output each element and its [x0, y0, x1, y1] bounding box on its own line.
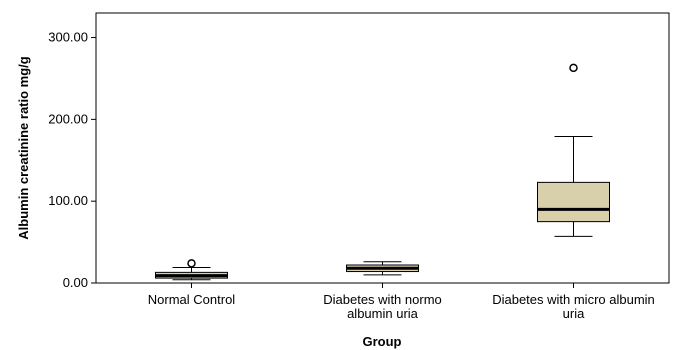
- x-category-label: albumin uria: [347, 306, 419, 321]
- box-group: [155, 259, 228, 281]
- box-group: [537, 63, 610, 237]
- outlier-point: [187, 259, 196, 268]
- x-category-label: Normal Control: [148, 292, 236, 307]
- y-tick-label: 0.00: [63, 275, 88, 290]
- plot-area: [95, 12, 670, 284]
- y-tick-label: 100.00: [48, 193, 88, 208]
- x-category-label: Diabetes with micro albumin: [492, 292, 655, 307]
- y-tick-label: 200.00: [48, 111, 88, 126]
- x-axis-title: Group: [363, 334, 402, 349]
- y-tick-label: 300.00: [48, 30, 88, 45]
- outlier-point: [569, 63, 578, 73]
- iqr-box: [537, 181, 610, 223]
- box-group: [346, 261, 419, 276]
- y-axis-title: Albumin creatinine ratio mg/g: [16, 56, 31, 240]
- x-category-label: uria: [563, 306, 585, 321]
- x-category-label: Diabetes with normo: [323, 292, 442, 307]
